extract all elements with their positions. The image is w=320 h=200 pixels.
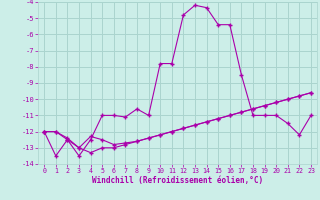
X-axis label: Windchill (Refroidissement éolien,°C): Windchill (Refroidissement éolien,°C) [92,176,263,185]
